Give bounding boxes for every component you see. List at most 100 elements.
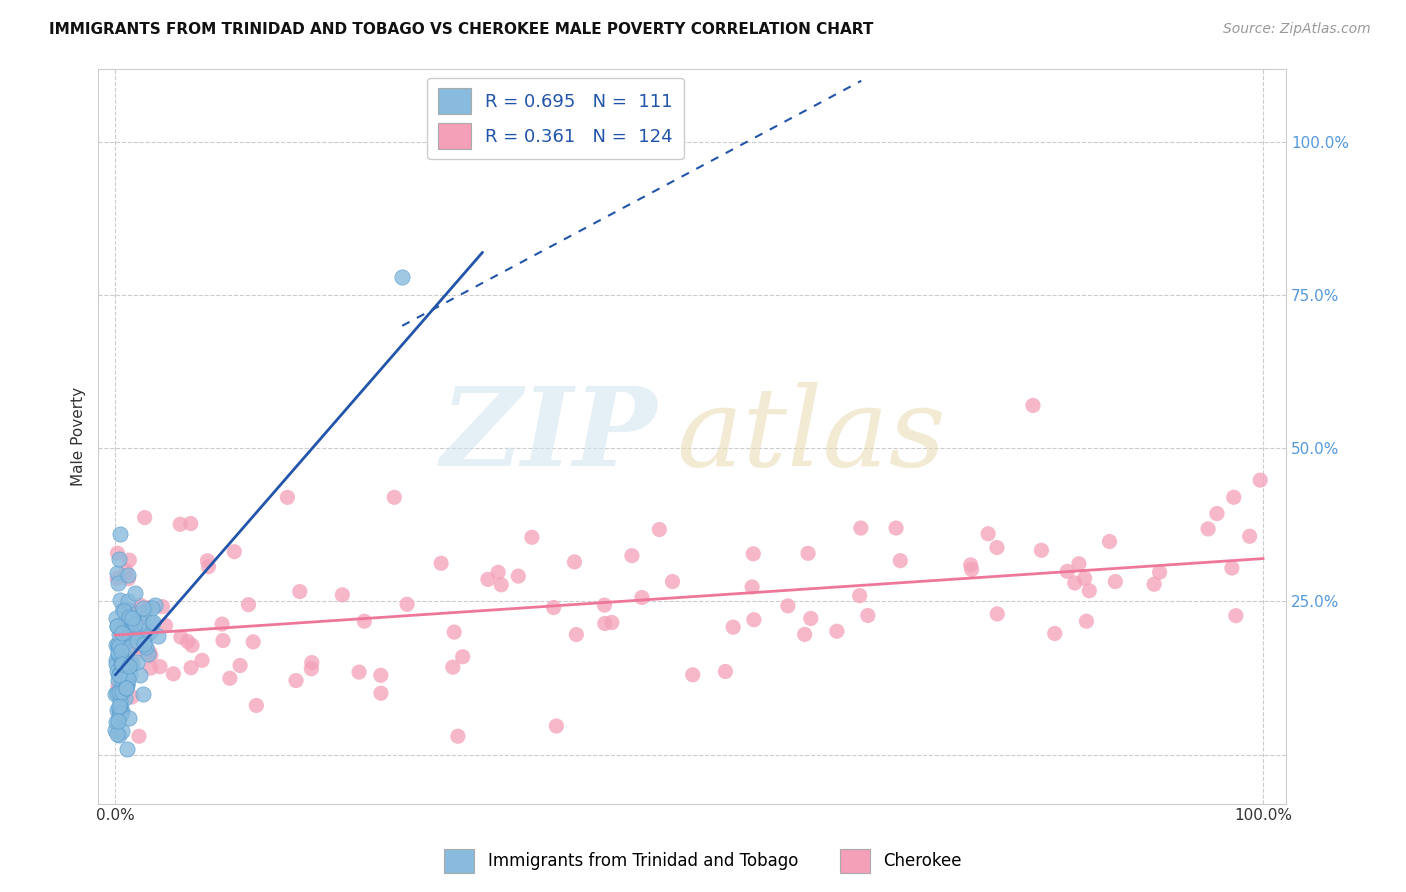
Point — [1031, 543, 1053, 558]
Point — [110, 650, 132, 665]
Point — [489, 578, 512, 592]
Point — [114, 669, 136, 683]
Point — [107, 664, 129, 678]
Point — [353, 614, 375, 628]
Point — [112, 637, 135, 651]
Point — [105, 571, 128, 585]
Point — [238, 598, 260, 612]
Point — [105, 566, 128, 581]
Point — [1056, 565, 1078, 579]
Point — [107, 727, 129, 741]
Point — [111, 676, 134, 690]
Point — [132, 605, 155, 619]
Point — [115, 669, 138, 683]
Point — [180, 516, 202, 531]
Point — [132, 601, 155, 615]
Point — [1249, 473, 1271, 487]
Point — [139, 646, 162, 660]
Point — [121, 657, 143, 671]
Point — [155, 618, 177, 632]
Point — [110, 684, 132, 698]
Point — [142, 615, 165, 629]
Point — [565, 627, 588, 641]
Point — [714, 665, 737, 679]
Point — [370, 686, 392, 700]
Point — [114, 681, 136, 695]
Point — [977, 526, 1000, 541]
Point — [682, 667, 704, 681]
Point — [111, 652, 134, 666]
Point — [180, 661, 202, 675]
Point — [1073, 571, 1095, 585]
Point — [177, 634, 200, 648]
Point — [110, 669, 132, 683]
Point — [288, 584, 311, 599]
Point — [110, 640, 132, 655]
Point — [152, 599, 174, 614]
Point — [1043, 626, 1066, 640]
Legend: Immigrants from Trinidad and Tobago, Cherokee: Immigrants from Trinidad and Tobago, Che… — [437, 842, 969, 880]
Point — [115, 742, 138, 756]
Point — [197, 559, 219, 574]
Point — [110, 694, 132, 708]
Point — [884, 521, 907, 535]
Point — [129, 598, 152, 612]
Point — [131, 616, 153, 631]
Text: Source: ZipAtlas.com: Source: ZipAtlas.com — [1223, 22, 1371, 37]
Point — [856, 608, 879, 623]
Point — [118, 631, 141, 645]
Point — [125, 632, 148, 646]
Point — [520, 530, 543, 544]
Point — [224, 544, 246, 558]
Text: ZIP: ZIP — [441, 383, 658, 490]
Point — [197, 554, 219, 568]
Point — [117, 568, 139, 582]
Point — [105, 619, 128, 633]
Point — [430, 556, 453, 570]
Point — [112, 614, 135, 628]
Point — [191, 653, 214, 667]
Point — [127, 634, 149, 648]
Point — [104, 638, 127, 652]
Point — [115, 564, 138, 578]
Point — [330, 588, 353, 602]
Point — [132, 610, 155, 624]
Point — [118, 711, 141, 725]
Point — [396, 597, 419, 611]
Point — [139, 661, 162, 675]
Point — [145, 599, 167, 613]
Point — [117, 672, 139, 686]
Point — [112, 604, 135, 618]
Point — [212, 633, 235, 648]
Point — [108, 708, 131, 723]
Point — [124, 617, 146, 632]
Point — [477, 572, 499, 586]
Point — [141, 601, 163, 615]
Point — [108, 702, 131, 716]
Point — [141, 616, 163, 631]
Point — [118, 658, 141, 673]
Point — [107, 546, 129, 560]
Point — [110, 644, 132, 658]
Point — [128, 668, 150, 682]
Point — [111, 684, 134, 698]
Point — [114, 672, 136, 686]
Point — [110, 667, 132, 681]
Point — [742, 613, 765, 627]
Point — [110, 681, 132, 695]
Point — [370, 668, 392, 682]
Point — [111, 641, 134, 656]
Point — [107, 679, 129, 693]
Point — [107, 667, 129, 681]
Point — [107, 647, 129, 661]
Point — [118, 610, 141, 624]
Point — [1063, 576, 1085, 591]
Point — [149, 659, 172, 673]
Point — [107, 645, 129, 659]
Point — [391, 269, 413, 284]
Point — [825, 624, 848, 639]
Point — [110, 651, 132, 665]
Point — [1104, 574, 1126, 589]
Point — [218, 671, 240, 685]
Point — [107, 639, 129, 653]
